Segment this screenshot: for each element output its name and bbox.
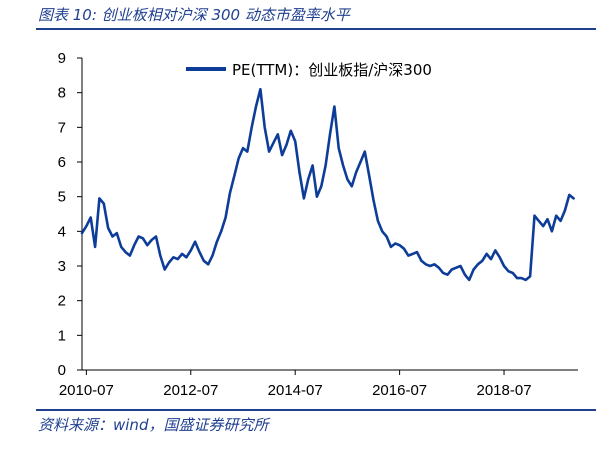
y-tick-label-4: 4 <box>58 223 66 240</box>
y-tick-label-7: 7 <box>58 119 66 136</box>
y-tick-label-6: 6 <box>58 154 66 171</box>
legend-label: PE(TTM)：创业板指/沪深300 <box>232 61 432 79</box>
y-tick-label-2: 2 <box>58 293 66 310</box>
x-tick-label-3: 2016-07 <box>372 382 427 399</box>
x-tick-label-4: 2018-07 <box>477 382 532 399</box>
title-rule <box>36 28 596 30</box>
figure-source: 资料来源：wind，国盛证券研究所 <box>38 416 269 434</box>
source-rule <box>36 409 596 411</box>
y-axis: 0 1 2 3 4 5 6 7 8 9 <box>58 50 83 379</box>
y-tick-label-1: 1 <box>58 327 66 344</box>
x-tick-label-1: 2012-07 <box>163 382 218 399</box>
y-tick-label-0: 0 <box>58 362 66 379</box>
y-tick-label-8: 8 <box>58 85 66 102</box>
y-tick-label-3: 3 <box>58 258 66 275</box>
x-tick-label-0: 2010-07 <box>59 382 114 399</box>
series-layer <box>80 87 575 282</box>
y-tick-label-9: 9 <box>58 50 66 67</box>
figure-title: 图表 10: 创业板相对沪深 300 动态市盈率水平 <box>38 6 350 24</box>
series-line-0 <box>80 87 575 282</box>
x-axis: 2010-07 2012-07 2014-07 2016-07 2018-07 <box>59 369 578 399</box>
legend: PE(TTM)：创业板指/沪深300 <box>186 61 432 79</box>
y-tick-label-5: 5 <box>58 189 66 206</box>
x-tick-label-2: 2014-07 <box>268 382 323 399</box>
